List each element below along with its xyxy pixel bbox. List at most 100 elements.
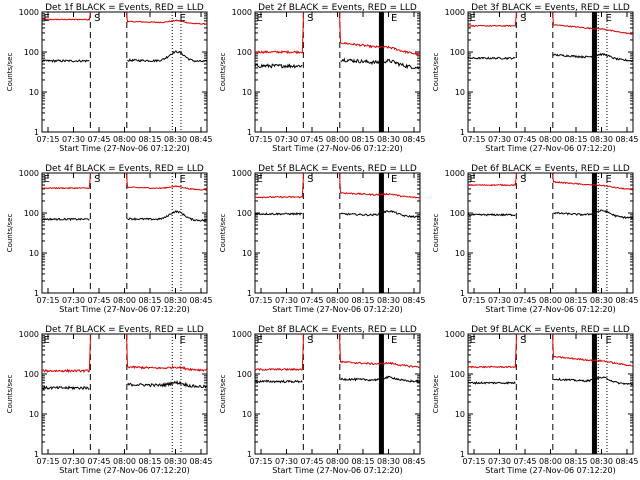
y-axis-label: Counts/sec [6,53,14,92]
series-events-line [340,57,421,70]
x-tick-label: 07:15 [462,296,485,305]
series-events-line [553,52,634,63]
x-tick-label: 07:45 [300,135,323,144]
panel-title: Det 8f BLACK = Events, RED = LLD [258,325,417,335]
x-tick-label: 08:00 [539,296,562,305]
marker-e: E [256,174,262,185]
x-tick-label: 08:00 [113,296,136,305]
series-events-line [127,50,208,63]
attenuator-bar [378,334,384,454]
x-tick-label: 08:45 [189,296,212,305]
y-tick-label: 1 [460,289,465,298]
panel-det-1: Det 1f BLACK = Events, RED = LLD Counts/s… [6,3,213,153]
attenuator-bar [378,12,384,132]
y-tick-label: 10 [242,410,252,419]
y-tick-label: 100 [450,209,465,218]
x-tick-label: 08:45 [615,457,638,466]
series-lld-line [255,172,305,199]
panel-title: Det 5f BLACK = Events, RED = LLD [258,164,417,174]
y-tick-label: 1 [34,289,39,298]
marker-e: E [180,174,186,185]
x-tick-label: 08:15 [564,457,587,466]
marker-e: E [391,174,397,185]
series-lld-line [467,11,518,28]
panel-det-5: Det 5f BLACK = Events, RED = LLD Counts/s… [219,164,426,314]
x-tick-label: 08:15 [564,296,587,305]
x-tick-label: 08:45 [615,296,638,305]
series-events-line [127,210,208,222]
y-tick-label: 100 [24,48,39,57]
series-events-line [467,213,516,217]
x-tick-label: 08:45 [402,135,425,144]
x-tick-label: 08:15 [351,296,374,305]
x-tick-label: 07:30 [275,296,298,305]
y-tick-label: 1 [34,128,39,137]
y-tick-label: 1000 [232,169,252,178]
y-axis-label: Counts/sec [6,214,14,253]
x-tick-label: 07:30 [62,296,85,305]
x-tick-label: 07:30 [62,135,85,144]
marker-e: E [469,335,475,346]
y-tick-label: 100 [237,209,252,218]
y-tick-label: 10 [242,249,252,258]
x-tick-label: 07:45 [300,296,323,305]
panel-title: Det 1f BLACK = Events, RED = LLD [45,3,204,13]
x-axis-label: Start Time (27-Nov-06 07:12:20) [272,466,402,475]
panel-title: Det 2f BLACK = Events, RED = LLD [258,3,417,13]
x-axis-label: Start Time (27-Nov-06 07:12:20) [59,466,189,475]
y-tick-label: 1000 [445,330,465,339]
y-tick-label: 100 [450,370,465,379]
marker-s: S [94,174,100,185]
y-tick-label: 1000 [232,330,252,339]
y-tick-label: 10 [29,249,39,258]
y-axis-label: Counts/sec [219,375,227,414]
series-events-line [553,376,634,386]
marker-e: E [606,174,612,185]
x-tick-label: 08:00 [326,135,349,144]
y-tick-label: 1 [247,289,252,298]
x-tick-label: 08:00 [326,296,349,305]
x-tick-label: 07:45 [300,457,323,466]
y-axis-label: Counts/sec [432,375,440,414]
x-tick-label: 07:15 [36,135,59,144]
y-tick-label: 1000 [232,8,252,17]
x-tick-label: 07:15 [36,457,59,466]
x-tick-label: 08:45 [402,296,425,305]
series-events-line [553,209,634,219]
x-tick-label: 08:30 [164,135,187,144]
x-tick-label: 08:00 [539,457,562,466]
x-tick-label: 08:15 [138,457,161,466]
x-tick-label: 08:45 [189,457,212,466]
series-lld-line [339,11,421,56]
series-lld-line [41,172,92,190]
x-tick-label: 07:30 [488,296,511,305]
x-axis-label: Start Time (27-Nov-06 07:12:20) [485,144,615,153]
panel-det-7: Det 7f BLACK = Events, RED = LLD Counts/s… [6,325,213,475]
x-axis-label: Start Time (27-Nov-06 07:12:20) [59,305,189,314]
y-tick-label: 100 [450,48,465,57]
series-events-line [127,380,208,389]
series-lld-line [552,333,634,367]
marker-e: E [469,174,475,185]
marker-e: E [256,13,262,24]
x-tick-label: 08:15 [138,135,161,144]
x-tick-label: 07:30 [488,457,511,466]
y-tick-label: 1 [247,450,252,459]
x-tick-label: 08:30 [590,457,613,466]
panel-title: Det 3f BLACK = Events, RED = LLD [471,3,630,13]
series-lld-line [552,172,634,191]
marker-s: S [94,13,100,24]
x-tick-label: 07:45 [513,296,536,305]
x-tick-label: 08:45 [402,457,425,466]
y-tick-label: 10 [455,410,465,419]
x-tick-label: 07:15 [462,135,485,144]
x-tick-label: 08:00 [113,457,136,466]
y-tick-label: 1 [460,450,465,459]
series-lld-line [41,333,92,374]
panel-title: Det 6f BLACK = Events, RED = LLD [471,164,630,174]
series-events-line [254,212,303,216]
marker-e: E [256,335,262,346]
marker-s: S [520,174,526,185]
